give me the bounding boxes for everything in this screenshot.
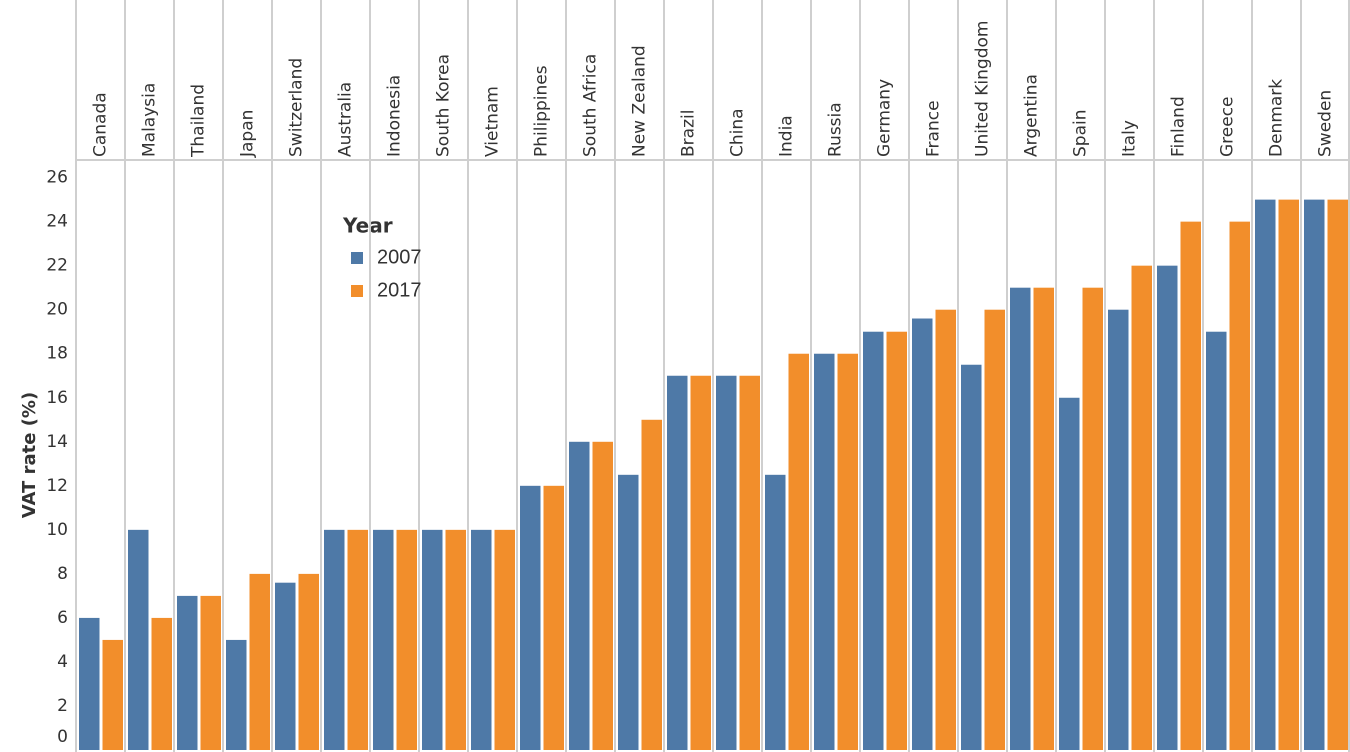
x-tick-label: Switzerland bbox=[287, 58, 307, 157]
bar bbox=[1033, 287, 1054, 750]
bar bbox=[249, 573, 270, 750]
bar bbox=[1108, 309, 1129, 750]
x-tick-label: Philippines bbox=[532, 65, 552, 157]
y-tick-label: 12 bbox=[46, 476, 68, 496]
bar bbox=[1131, 265, 1152, 750]
x-tick-label: South Korea bbox=[434, 54, 454, 157]
bar bbox=[151, 617, 172, 750]
y-tick-label: 0 bbox=[57, 727, 68, 747]
bar bbox=[912, 318, 933, 750]
bar bbox=[667, 375, 688, 750]
x-tick-label: Greece bbox=[1218, 96, 1238, 157]
x-tick-label: France bbox=[924, 100, 944, 157]
y-tick-label: 16 bbox=[46, 388, 68, 408]
x-tick-label: Spain bbox=[1071, 110, 1091, 158]
x-tick-label: India bbox=[777, 115, 797, 157]
bar bbox=[226, 639, 247, 750]
x-tick-label: United Kingdom bbox=[973, 21, 993, 157]
x-tick-label: China bbox=[728, 108, 748, 157]
legend-title: Year bbox=[342, 214, 393, 238]
bar bbox=[1157, 265, 1178, 750]
bar bbox=[128, 529, 149, 750]
x-tick-label: South Africa bbox=[581, 54, 601, 157]
bar bbox=[471, 529, 492, 750]
bar bbox=[739, 375, 760, 750]
y-tick-label: 10 bbox=[46, 520, 68, 540]
bar bbox=[814, 353, 835, 750]
x-tick-label: Finland bbox=[1169, 96, 1189, 157]
y-tick-label: 20 bbox=[46, 300, 68, 320]
legend-label: 2007 bbox=[377, 246, 422, 268]
y-tick-label: 26 bbox=[46, 168, 68, 188]
legend-swatch bbox=[351, 285, 363, 297]
x-tick-label: Thailand bbox=[189, 84, 209, 158]
bar bbox=[1278, 199, 1299, 751]
bar bbox=[569, 441, 590, 750]
x-tick-label: Italy bbox=[1120, 120, 1140, 157]
x-tick-label: Australia bbox=[336, 82, 356, 157]
y-tick-label: 6 bbox=[57, 608, 68, 628]
bar bbox=[690, 375, 711, 750]
bar bbox=[347, 529, 368, 750]
y-tick-label: 18 bbox=[46, 344, 68, 364]
legend-swatch bbox=[351, 252, 363, 264]
bar bbox=[422, 529, 443, 750]
x-tick-label: Malaysia bbox=[140, 83, 160, 157]
x-tick-label: Denmark bbox=[1267, 79, 1287, 157]
bar bbox=[102, 639, 123, 750]
bar bbox=[886, 331, 907, 750]
bar bbox=[520, 485, 541, 750]
y-tick-label: 2 bbox=[57, 696, 68, 716]
bar bbox=[1327, 199, 1348, 751]
bar bbox=[716, 375, 737, 750]
bar bbox=[1059, 397, 1080, 750]
bar bbox=[79, 617, 100, 750]
bar bbox=[1255, 199, 1276, 751]
bar bbox=[1304, 199, 1325, 751]
legend-label: 2017 bbox=[377, 279, 422, 301]
y-tick-label: 22 bbox=[46, 256, 68, 276]
bar bbox=[1082, 287, 1103, 750]
x-tick-label: Argentina bbox=[1022, 74, 1042, 157]
x-tick-label: Vietnam bbox=[483, 86, 503, 157]
x-tick-label: Russia bbox=[826, 102, 846, 157]
bar bbox=[1010, 287, 1031, 750]
bar bbox=[494, 529, 515, 750]
y-tick-label: 24 bbox=[46, 212, 68, 232]
bar bbox=[961, 364, 982, 750]
x-tick-label: Japan bbox=[238, 110, 258, 158]
bar bbox=[641, 419, 662, 750]
y-tick-label: 14 bbox=[46, 432, 68, 452]
bar bbox=[618, 474, 639, 750]
bar bbox=[592, 441, 613, 750]
bar bbox=[1229, 221, 1250, 750]
bar bbox=[863, 331, 884, 750]
bar bbox=[935, 309, 956, 750]
bar bbox=[984, 309, 1005, 750]
bar bbox=[788, 353, 809, 750]
bar bbox=[543, 485, 564, 750]
bar bbox=[396, 529, 417, 750]
x-tick-label: Indonesia bbox=[385, 75, 405, 157]
y-tick-label: 8 bbox=[57, 564, 68, 584]
bar bbox=[373, 529, 394, 750]
y-axis-label: VAT rate (%) bbox=[19, 392, 40, 518]
bar bbox=[177, 595, 198, 750]
bar bbox=[837, 353, 858, 750]
x-tick-label: Germany bbox=[875, 79, 895, 157]
bar bbox=[200, 595, 221, 750]
bar bbox=[298, 573, 319, 750]
bar bbox=[275, 582, 296, 750]
bar bbox=[324, 529, 345, 750]
bar bbox=[445, 529, 466, 750]
x-tick-label: Brazil bbox=[679, 110, 699, 157]
x-tick-label: Sweden bbox=[1316, 90, 1336, 157]
bar bbox=[1180, 221, 1201, 750]
bar bbox=[765, 474, 786, 750]
y-tick-label: 4 bbox=[57, 652, 68, 672]
bar bbox=[1206, 331, 1227, 750]
x-tick-label: Canada bbox=[91, 92, 111, 157]
x-tick-label: New Zealand bbox=[630, 45, 650, 157]
